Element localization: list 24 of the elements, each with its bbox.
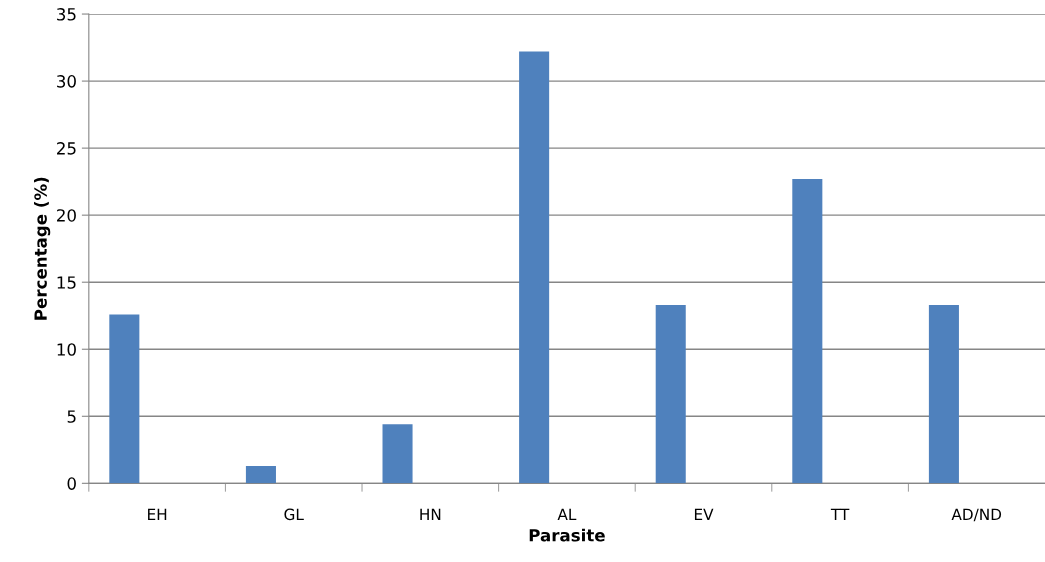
x-tick-label: EV [694, 508, 714, 520]
bar [245, 465, 276, 484]
y-tick-label: 25 [57, 142, 76, 155]
y-tick-label: 5 [67, 410, 76, 423]
x-tick-label: GL [284, 508, 304, 521]
x-tick-label: AD/ND [951, 508, 1002, 522]
bar [655, 305, 686, 484]
bar [109, 314, 140, 484]
x-tick-label: AL [557, 508, 577, 520]
bar [792, 178, 823, 484]
bar [928, 305, 959, 484]
x-tick-label: TT [830, 508, 850, 520]
y-tick-label: 10 [57, 343, 76, 356]
bar [519, 51, 550, 484]
y-tick-label: 30 [57, 75, 76, 88]
y-tick-label: 35 [57, 8, 76, 21]
x-tick-label: EH [148, 508, 167, 520]
y-tick-label: 15 [57, 276, 76, 289]
bar [382, 424, 413, 484]
x-tick-label: HN [420, 508, 441, 520]
y-tick-label: 0 [67, 477, 76, 490]
y-axis-title: Percentage (%) [34, 177, 51, 320]
x-axis-title: Parasite [529, 528, 605, 542]
y-tick-label: 20 [57, 209, 76, 222]
